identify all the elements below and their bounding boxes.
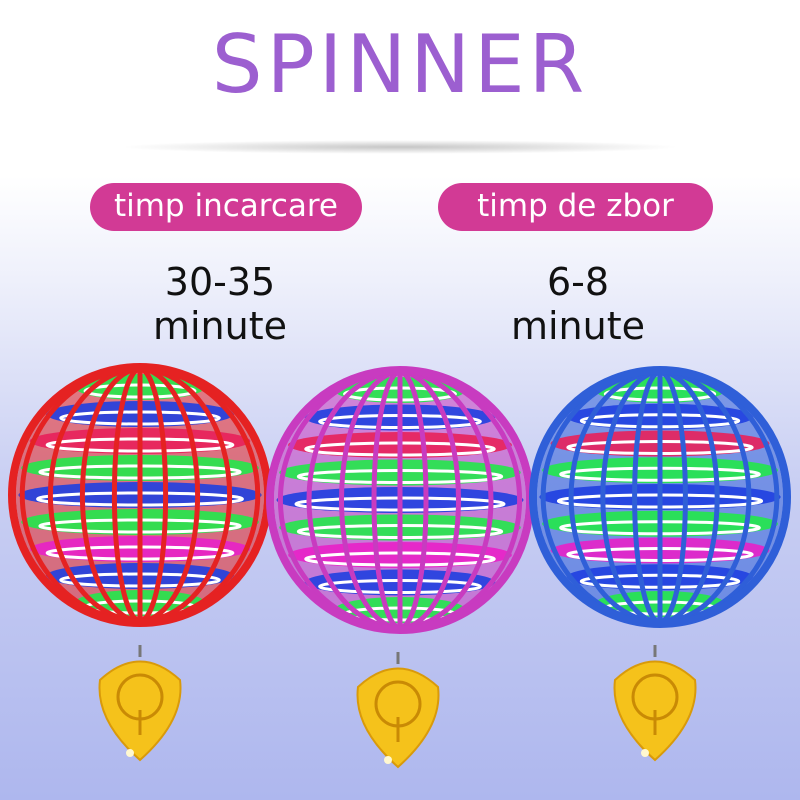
remote-control bbox=[356, 652, 440, 769]
ball-frame bbox=[529, 366, 791, 628]
remote-control bbox=[98, 645, 182, 762]
charge-time-unit: minute bbox=[152, 304, 288, 348]
red-ball bbox=[8, 363, 272, 627]
blue-ball bbox=[529, 366, 791, 628]
title-shadow-divider bbox=[120, 140, 680, 154]
charge-time-value: 30-35 bbox=[164, 260, 276, 304]
page-title: SPINNER bbox=[211, 18, 589, 111]
flight-time-unit: minute bbox=[510, 304, 646, 348]
remote-control bbox=[613, 645, 697, 762]
flight-time-value: 6-8 bbox=[546, 260, 610, 304]
magenta-ball bbox=[266, 366, 534, 634]
flight-time-label: timp de zbor bbox=[438, 183, 713, 231]
charge-time-label: timp incarcare bbox=[90, 183, 362, 231]
